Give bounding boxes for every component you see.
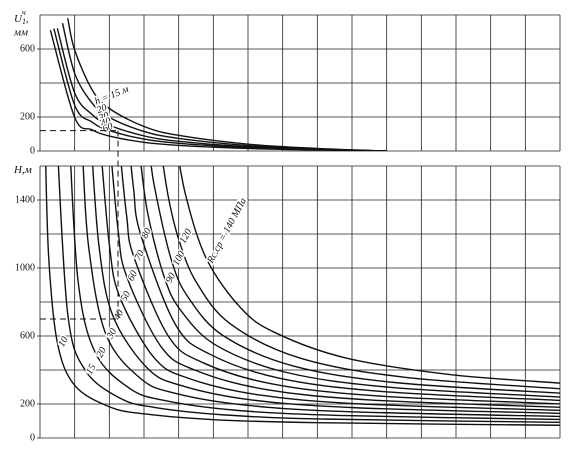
- curve: [57, 166, 560, 424]
- y-tick-label: 600: [20, 330, 35, 341]
- y-tick-label: 1400: [15, 194, 35, 205]
- curve: [70, 166, 560, 421]
- curve: [101, 166, 560, 411]
- curve: [120, 166, 560, 405]
- y-tick-label: 600: [20, 43, 35, 54]
- curve: [82, 166, 560, 418]
- curve-label: Rс.ср = 140 МПа: [205, 196, 249, 266]
- y-axis-title-part: м: [24, 164, 32, 176]
- y-tick-label: 200: [20, 398, 35, 409]
- y-axis-unit: мм: [13, 27, 28, 39]
- curve: [111, 166, 560, 408]
- y-tick-label: 1000: [15, 262, 35, 273]
- curve: [162, 166, 560, 390]
- y-axis-title-part: ,: [26, 13, 29, 25]
- curve: [92, 166, 560, 415]
- curve-label: 120: [178, 227, 195, 245]
- y-tick-label: 0: [30, 432, 35, 443]
- curve: [150, 166, 560, 394]
- curve: [179, 166, 560, 384]
- curve: [140, 166, 560, 398]
- curve: [130, 166, 560, 402]
- curve-label: 100: [171, 249, 188, 267]
- y-axis-title-part: 1: [22, 17, 26, 26]
- curves: [49, 18, 387, 151]
- curve-label: 60: [101, 121, 114, 135]
- y-axis-title-part: ,: [22, 164, 25, 176]
- y-axis-title-part: ч: [22, 8, 26, 17]
- curve-label: 30: [104, 327, 119, 342]
- y-tick-label: 200: [20, 111, 35, 122]
- curve-label: 15: [84, 362, 98, 376]
- y-axis-title: H,м: [13, 164, 32, 176]
- curve: [45, 166, 560, 426]
- curve: [49, 29, 387, 151]
- y-axis-title: U1ч,: [14, 8, 29, 26]
- curve-label: 20: [94, 345, 108, 359]
- curves: [45, 166, 560, 426]
- y-axis-title-part: U: [14, 13, 23, 25]
- y-tick-label: 0: [30, 145, 35, 156]
- y-axis-title-part: H: [13, 164, 23, 176]
